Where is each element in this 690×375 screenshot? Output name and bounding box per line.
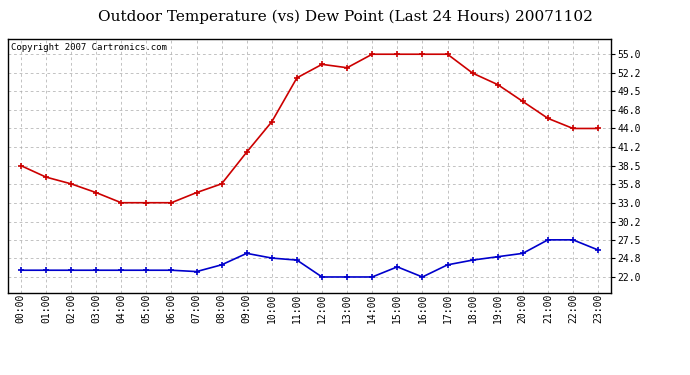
Text: Copyright 2007 Cartronics.com: Copyright 2007 Cartronics.com bbox=[11, 43, 167, 52]
Text: Outdoor Temperature (vs) Dew Point (Last 24 Hours) 20071102: Outdoor Temperature (vs) Dew Point (Last… bbox=[97, 9, 593, 24]
